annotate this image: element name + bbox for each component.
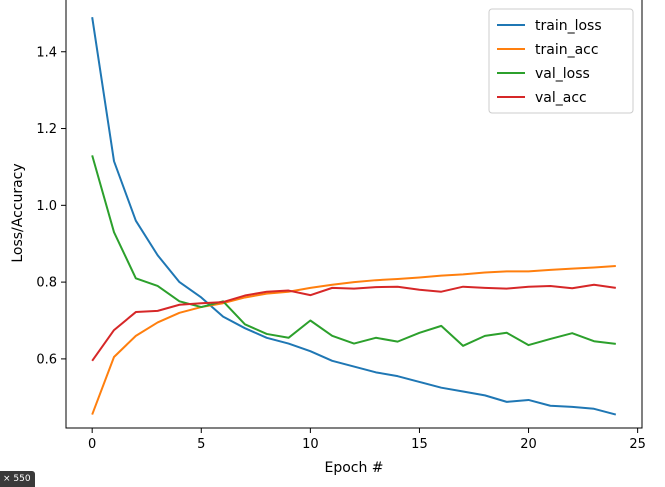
x-axis-label: Epoch # [324,460,383,476]
legend-label-train-acc: train_acc [535,42,599,58]
x-tick-label: 15 [411,437,428,452]
legend: train_loss train_acc val_loss val_acc [488,8,634,114]
series-line-val-loss [91,155,616,347]
y-tick-label: 0.8 [36,276,57,291]
y-axis-label: Loss/Accuracy [10,163,26,262]
legend-label-train-loss: train_loss [535,18,602,34]
series-line-train-acc [91,264,616,415]
y-tick-label: 1.2 [36,122,57,137]
x-tick-label: 10 [302,437,319,452]
x-tick-label: 20 [520,437,537,452]
x-tick-label: 0 [88,437,96,452]
series-line-val-acc [91,283,616,362]
y-tick-label: 1.4 [36,45,57,60]
plot-area [65,0,643,429]
series-line-train-loss [91,17,617,416]
x-tick-label: 25 [629,437,646,452]
y-tick-label: 1.0 [36,199,57,214]
y-tick-label: 0.6 [36,352,57,367]
series-layer [91,17,617,416]
legend-label-val-loss: val_loss [535,66,590,82]
legend-label-val-acc: val_acc [535,90,587,106]
image-size-badge: × 550 [0,471,35,487]
tick-layer: 0 5 10 15 20 25 0.6 0.8 1.0 1.2 1.4 [36,45,646,452]
x-tick-label: 5 [197,437,205,452]
legend-box [488,8,634,114]
